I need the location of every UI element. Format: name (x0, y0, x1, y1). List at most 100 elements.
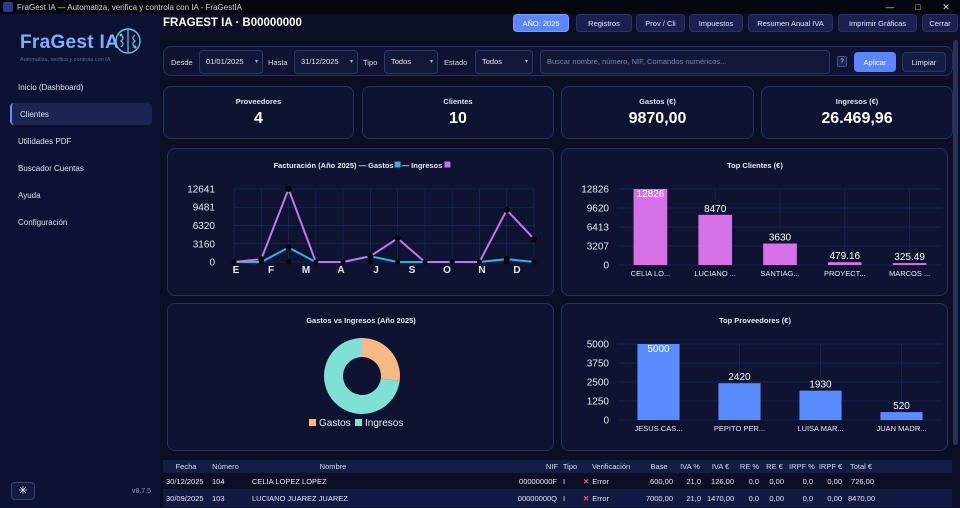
column-header[interactable]: IRPF € (818, 462, 843, 471)
table-cell: 0,0 (748, 476, 759, 486)
y-tick-label: 3160 (193, 239, 216, 250)
search-input[interactable]: Buscar nombre, número, NIF, Comandos num… (540, 50, 830, 74)
sidebar-item-utilidades-pdf[interactable]: Utilidades PDF (18, 136, 72, 146)
data-point (504, 259, 510, 265)
legend-label-ingresos: — Ingresos (402, 161, 443, 170)
estado-value: Todos (482, 57, 503, 66)
table-row[interactable]: 30/12/2025 104 CELIA LOPEZ LOPEZ 00000000F I… (163, 473, 952, 490)
column-header[interactable]: IRPF % (789, 462, 815, 471)
chart-title: Gastos vs Ingresos (Año 2025) (306, 316, 416, 325)
tipo-value: Todos (391, 57, 412, 66)
x-tick-label: O (443, 265, 451, 276)
column-header[interactable]: Base (650, 462, 668, 471)
table-cell: 00000000F (519, 476, 557, 486)
column-header[interactable]: Número (212, 462, 239, 471)
bar-value-label: 5000 (647, 344, 670, 355)
data-point (367, 253, 374, 260)
sidebar-item-clientes[interactable]: Clientes (10, 103, 152, 125)
y-tick-label: 0 (603, 416, 609, 427)
registros-button[interactable]: Registros (576, 14, 632, 32)
cerrar-button[interactable]: Cerrar (922, 14, 958, 32)
table-cell: I (563, 493, 566, 503)
x-tick-label: N (478, 265, 485, 276)
apply-button[interactable]: Aplicar (854, 52, 896, 72)
bar-value-label: 2420 (728, 372, 751, 383)
brain-icon (115, 28, 141, 54)
tipo-select[interactable]: Todos ▾ (384, 50, 438, 74)
maximize-button[interactable]: □ (915, 2, 921, 12)
data-point (395, 259, 401, 265)
column-header[interactable]: Nombre (319, 462, 347, 471)
help-icon[interactable]: ? (837, 56, 847, 67)
app-logo: FraGest IA (20, 32, 120, 53)
y-tick-label: 1250 (587, 397, 610, 408)
sidebar-item-buscador-cuentas[interactable]: Buscador Cuentas (18, 163, 84, 173)
series-line-ingresos (233, 186, 535, 263)
column-header[interactable]: Fecha (175, 462, 197, 471)
card-clientes: Clientes 10 (362, 86, 554, 139)
column-header[interactable]: Verificación (591, 462, 631, 471)
bar-value-label: 3630 (769, 232, 792, 243)
table-cell: 103 (212, 493, 225, 503)
bar (880, 412, 923, 420)
table-cell: I (563, 476, 566, 486)
x-tick-label: SANTIAG... (760, 269, 799, 278)
sidebar-item-ayuda[interactable]: Ayuda (18, 190, 41, 200)
bar (633, 189, 668, 265)
table-cell: 126,00 (711, 476, 734, 486)
filter-bar: Desde 01/01/2025 ▾ Hasta 31/12/2025 ▾ Tipo… (163, 46, 953, 76)
sidebar-item-configuracion[interactable]: Configuración (18, 217, 68, 227)
x-tick-label: CELIA LO... (631, 269, 671, 278)
resumen-anual-iva-button[interactable]: Resumen Anual IVA (748, 14, 833, 32)
clear-button[interactable]: Limpiar (902, 52, 946, 72)
x-tick-label: LUCIANO ... (694, 269, 736, 278)
card-proveedores: Proveedores 4 (163, 86, 354, 139)
column-header[interactable]: IVA € (711, 462, 730, 471)
desde-date-field[interactable]: 01/01/2025 ▾ (199, 50, 263, 74)
column-header[interactable]: IVA % (680, 462, 700, 471)
y-tick-label: 12826 (581, 185, 609, 196)
legend-swatch-gastos (394, 161, 401, 168)
y-tick-label: 3207 (587, 241, 610, 252)
error-icon: ✕ (583, 476, 590, 486)
chart-top-clientes: Top Clientes (€) 12826 9620 6413 3207 0 12826 C… (561, 148, 948, 296)
column-header[interactable]: Total € (849, 462, 873, 471)
vertical-scrollbar[interactable] (953, 40, 958, 445)
series-line-gastos (234, 246, 535, 263)
x-tick-label: M (302, 265, 310, 276)
impuestos-button[interactable]: Impuestos (689, 14, 743, 32)
table-cell: 0,00 (827, 476, 842, 486)
theme-settings-icon[interactable]: ✳ (11, 482, 35, 500)
data-point (503, 207, 510, 214)
estado-select[interactable]: Todos ▾ (475, 50, 533, 74)
table-cell: 00000000Q (517, 493, 557, 503)
data-point (286, 259, 292, 265)
table-row[interactable]: 30/09/2025 103 LUCIANO JUAREZ JUAREZ 000000… (163, 490, 952, 507)
hasta-date-field[interactable]: 31/12/2025 ▾ (294, 50, 358, 74)
card-title: Ingresos (€) (835, 97, 879, 106)
table-cell: 1470,00 (707, 493, 735, 503)
x-tick-label: J (373, 265, 379, 276)
sidebar-item-dashboard[interactable]: Inicio (Dashboard) (18, 82, 84, 92)
year-button[interactable]: AÑO: 2025 (513, 14, 569, 32)
legend-swatch-gastos (309, 419, 316, 426)
card-value: 4 (254, 110, 263, 127)
table-cell: 0,00 (769, 476, 784, 486)
legend-label-gastos: Gastos (319, 418, 351, 429)
chart-title: Top Clientes (€) (727, 161, 783, 170)
x-tick-label: PEPITO PER... (714, 424, 765, 433)
prov-cli-button[interactable]: Prov / Cli (636, 14, 685, 32)
column-header[interactable]: RE % (739, 462, 760, 471)
y-tick-label: 3750 (587, 359, 610, 370)
bar (892, 263, 927, 265)
column-header[interactable]: RE € (766, 462, 783, 471)
column-header[interactable]: Tipo (562, 462, 578, 471)
imprimir-graficas-button[interactable]: Imprimir Gráficas (838, 14, 917, 32)
data-point (422, 259, 428, 265)
hasta-label: Hasta (268, 58, 288, 67)
column-header[interactable]: NIF (545, 462, 558, 471)
bar-value-label: 8470 (704, 204, 727, 215)
close-window-button[interactable]: ✕ (942, 2, 950, 12)
minimize-button[interactable]: — (885, 2, 895, 12)
x-tick-label: JUAN MADR... (876, 424, 926, 433)
